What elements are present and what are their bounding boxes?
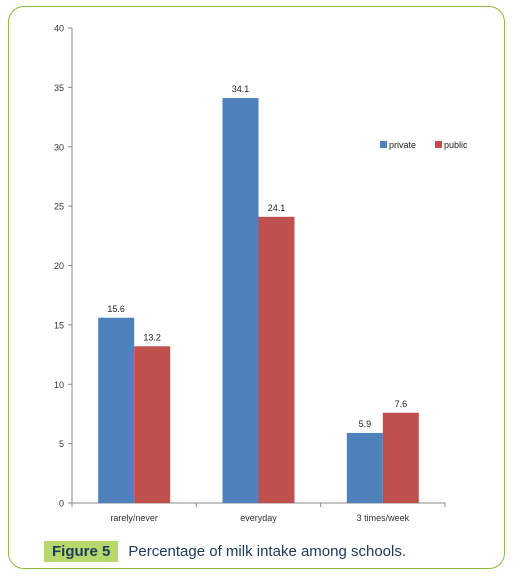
legend-swatch xyxy=(435,141,442,148)
data-label: 5.9 xyxy=(359,419,372,429)
legend-label: private xyxy=(389,140,416,150)
y-tick-label: 35 xyxy=(54,83,64,93)
legend-swatch xyxy=(380,141,387,148)
y-tick-label: 15 xyxy=(54,320,64,330)
x-tick-label: rarely/never xyxy=(110,513,158,523)
chart-bars: 15.6 13.2 34.1 24.1 5.9 7.6 xyxy=(98,84,419,503)
legend-label: public xyxy=(444,140,468,150)
data-label: 34.1 xyxy=(232,84,250,94)
data-label: 7.6 xyxy=(395,399,408,409)
data-label: 15.6 xyxy=(107,304,125,314)
figure-caption: Figure 5 Percentage of milk intake among… xyxy=(44,539,406,563)
bar-private xyxy=(98,317,135,503)
bar-public xyxy=(382,412,419,503)
bar-private xyxy=(346,432,383,503)
y-tick-label: 10 xyxy=(54,380,64,390)
y-tick-label: 25 xyxy=(54,202,64,212)
y-tick-label: 20 xyxy=(54,261,64,271)
bar-public xyxy=(134,346,171,503)
data-label: 13.2 xyxy=(143,332,161,342)
y-tick-label: 40 xyxy=(54,24,64,34)
bar-private xyxy=(222,98,259,503)
y-tick-label: 30 xyxy=(54,142,64,152)
x-tick-label: 3 times/week xyxy=(357,513,410,523)
x-tick-label: everyday xyxy=(240,513,277,523)
figure-caption-text: Percentage of milk intake among schools. xyxy=(128,542,407,560)
y-tick-label: 5 xyxy=(59,439,64,449)
bar-public xyxy=(258,216,295,503)
chart-legend: private public xyxy=(380,140,468,150)
data-label: 24.1 xyxy=(268,203,286,213)
figure-label: Figure 5 xyxy=(44,540,119,562)
y-tick-label: 0 xyxy=(59,499,64,509)
